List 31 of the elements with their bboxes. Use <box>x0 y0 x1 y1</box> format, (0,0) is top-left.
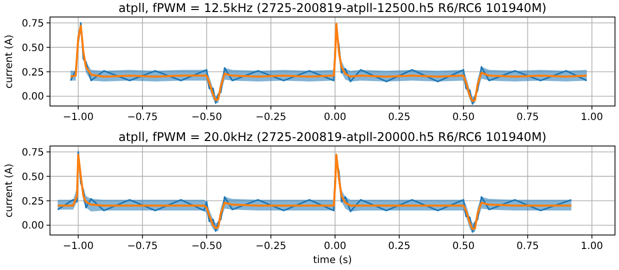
y-tick-label: 0.50 <box>22 42 44 54</box>
y-tick-label: 0.00 <box>22 220 44 232</box>
x-tick-label: −1.00 <box>62 112 94 123</box>
x-tick-label: −0.50 <box>191 241 222 252</box>
y-axis-title: current (A) <box>4 163 15 218</box>
x-tick-label: 1.00 <box>580 112 604 123</box>
x-tick-label: 1.00 <box>580 241 604 252</box>
x-tick-label: 0.75 <box>516 241 539 252</box>
y-tick-label: 0.50 <box>22 172 44 183</box>
x-tick-label: −0.25 <box>256 241 286 252</box>
y-tick-label: 0.75 <box>22 18 44 30</box>
y-axis-title: current (A) <box>4 34 15 88</box>
x-tick-label: −0.75 <box>127 112 158 123</box>
x-tick-label: 0.00 <box>324 241 346 252</box>
y-tick-label: 0.25 <box>22 196 44 208</box>
x-tick-label: 0.50 <box>452 112 475 123</box>
chart-title: atpll, fPWM = 20.0kHz (2725-200819-atpll-20000.h5 R6/RC6 101940M) <box>118 130 546 144</box>
y-tick-label: 0.75 <box>22 147 44 158</box>
x-tick-label: 0.75 <box>516 112 539 123</box>
x-tick-label: 0.50 <box>452 241 475 252</box>
chart-title: atpll, fPWM = 12.5kHz (2725-200819-atpll-12500.h5 R6/RC6 101940M) <box>118 1 546 15</box>
x-tick-label: −0.50 <box>191 112 222 123</box>
x-tick-label: −0.75 <box>127 241 158 252</box>
x-tick-label: −0.25 <box>256 112 286 123</box>
x-tick-label: −1.00 <box>62 241 94 252</box>
x-tick-label: 0.25 <box>388 241 410 252</box>
x-axis-title: time (s) <box>313 255 352 266</box>
y-tick-label: 0.25 <box>22 67 44 78</box>
x-tick-label: 0.00 <box>324 112 346 123</box>
x-tick-label: 0.25 <box>388 112 410 123</box>
y-tick-label: 0.00 <box>22 92 44 103</box>
